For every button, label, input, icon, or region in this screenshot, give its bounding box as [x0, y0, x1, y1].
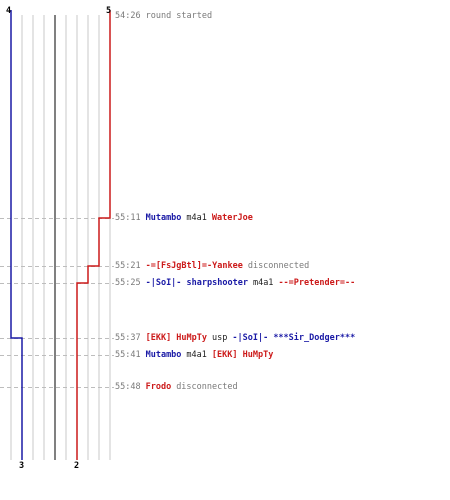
event-row: 55:25 -|SoI|- sharpshooter m4a1 --=Pretende… [115, 278, 360, 289]
ct-player-name: Mutambo [145, 350, 182, 360]
event-row: 55:41 Mutambo m4a1 [EKK] HuMpTy [115, 350, 278, 361]
weapon-name: m4a1 [186, 213, 207, 223]
ct-count-start-label: 4 [6, 6, 12, 16]
t-player-name: [EKK] HuMpTy [145, 333, 208, 343]
event-text: disconnected [176, 382, 238, 392]
event-row: 55:48 Frodo disconnected [115, 382, 243, 393]
event-time: 55:48 [115, 382, 141, 392]
event-time: 55:41 [115, 350, 141, 360]
t-player-name: -=[FsJgBtl]=-Yankee [145, 261, 243, 271]
weapon-name: m4a1 [186, 350, 207, 360]
weapon-name: m4a1 [252, 278, 274, 288]
event-time: 55:11 [115, 213, 141, 223]
ct-step-line [10, 10, 23, 460]
event-time: 55:21 [115, 261, 141, 271]
t-player-name: --=Pretender=-- [278, 278, 356, 288]
t-step-line [76, 10, 111, 460]
event-row: 55:37 [EKK] HuMpTy usp -|SoI|- ***Sir_Dodge… [115, 333, 360, 344]
ct-player-name: -|SoI|- sharpshooter [145, 278, 248, 288]
t-count-start-label: 5 [106, 6, 112, 16]
event-text: disconnected [247, 261, 310, 271]
t-count-end-label: 2 [74, 461, 80, 471]
event-time: 54:26 [115, 11, 141, 21]
event-row: 55:11 Mutambo m4a1 WaterJoe [115, 213, 258, 224]
event-row: 55:21 -=[FsJgBtl]=-Yankee disconnected [115, 261, 314, 272]
ct-player-name: Mutambo [145, 213, 182, 223]
t-player-name: Frodo [145, 382, 172, 392]
weapon-name: usp [212, 333, 228, 343]
event-text: round started [145, 11, 213, 21]
event-time: 55:37 [115, 333, 141, 343]
ct-count-end-label: 3 [19, 461, 25, 471]
event-row: 54:26 round started [115, 11, 217, 22]
ct-player-name: -|SoI|- ***Sir_Dodger*** [232, 333, 356, 343]
event-time: 55:25 [115, 278, 141, 288]
t-player-name: [EKK] HuMpTy [211, 350, 274, 360]
t-player-name: WaterJoe [211, 213, 253, 223]
